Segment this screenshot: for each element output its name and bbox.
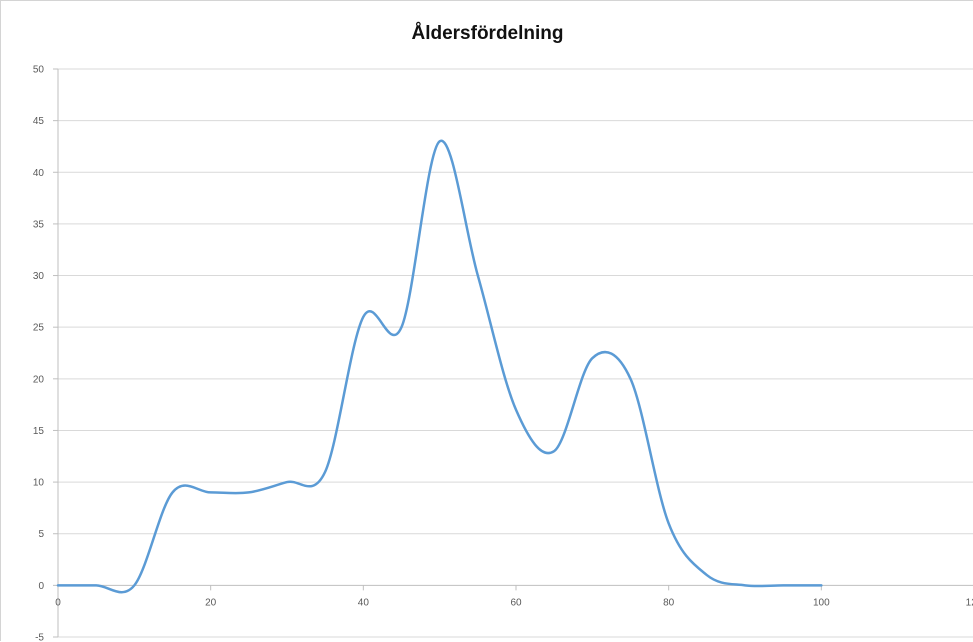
- y-tick-label: 50: [33, 65, 45, 76]
- axes: [53, 69, 973, 637]
- y-tick-label: 40: [33, 168, 45, 179]
- y-tick-label: 5: [38, 529, 44, 540]
- x-tick-label: 0: [55, 597, 61, 608]
- y-tick-label: 35: [33, 219, 45, 230]
- x-tick-label: 80: [663, 597, 675, 608]
- y-tick-label: 10: [33, 478, 45, 489]
- x-tick-label: 120: [966, 597, 973, 608]
- x-tick-label: 40: [358, 597, 370, 608]
- y-tick-label: 45: [33, 116, 45, 127]
- x-tick-label: 60: [510, 597, 522, 608]
- x-tick-label: 100: [813, 597, 830, 608]
- y-tick-label: 0: [38, 581, 44, 592]
- y-tick-label: 20: [33, 374, 45, 385]
- x-tick-label: 20: [205, 597, 217, 608]
- gridlines: [58, 69, 973, 637]
- x-tick-labels: 0 20 40 60 80 100 120: [55, 597, 973, 608]
- y-tick-label: 15: [33, 426, 45, 437]
- series-line: [58, 141, 821, 592]
- y-tick-label: 25: [33, 323, 45, 334]
- series-lines: [58, 141, 821, 592]
- y-tick-label: 30: [33, 271, 45, 282]
